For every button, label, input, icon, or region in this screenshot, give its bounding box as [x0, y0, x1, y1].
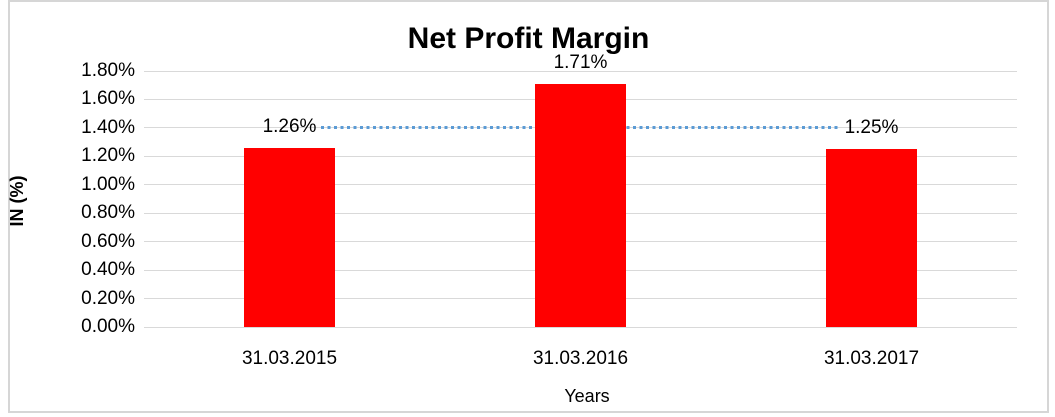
y-axis-tick-label: 0.00%	[81, 316, 135, 337]
chart-title: Net Profit Margin	[407, 22, 650, 55]
bar	[244, 147, 335, 327]
y-axis-tick-label: 0.80%	[81, 202, 135, 224]
y-axis-tick-label: 1.00%	[81, 173, 135, 195]
y-axis-title: IN (%)	[7, 175, 27, 227]
y-axis-tick-label: 1.80%	[81, 60, 135, 81]
x-axis-tick-label: 31.03.2015	[241, 348, 338, 369]
y-axis-tick-label: 1.40%	[81, 116, 135, 138]
y-axis-tick-label: 1.20%	[81, 145, 135, 167]
y-axis-tick-label: 0.40%	[81, 259, 135, 281]
bar-data-label: 1.26%	[262, 115, 317, 137]
bar-data-label: 1.71%	[553, 51, 608, 73]
x-axis-title: Years	[564, 386, 610, 406]
gridline	[144, 70, 1017, 72]
chart-frame: Net Profit Margin IN (%) Years 1.80% 1.60…	[7, 0, 1049, 413]
y-axis-tick-label: 0.60%	[81, 230, 135, 252]
bar	[535, 83, 626, 327]
x-axis-tick-label: 31.03.2016	[532, 348, 629, 369]
bar-data-label: 1.25%	[844, 117, 899, 139]
gridline	[144, 326, 1017, 328]
y-axis-tick-label: 1.60%	[81, 88, 135, 110]
x-axis-tick-label: 31.03.2017	[823, 348, 920, 369]
y-axis-tick-label: 0.20%	[81, 287, 135, 309]
bar	[826, 149, 917, 327]
